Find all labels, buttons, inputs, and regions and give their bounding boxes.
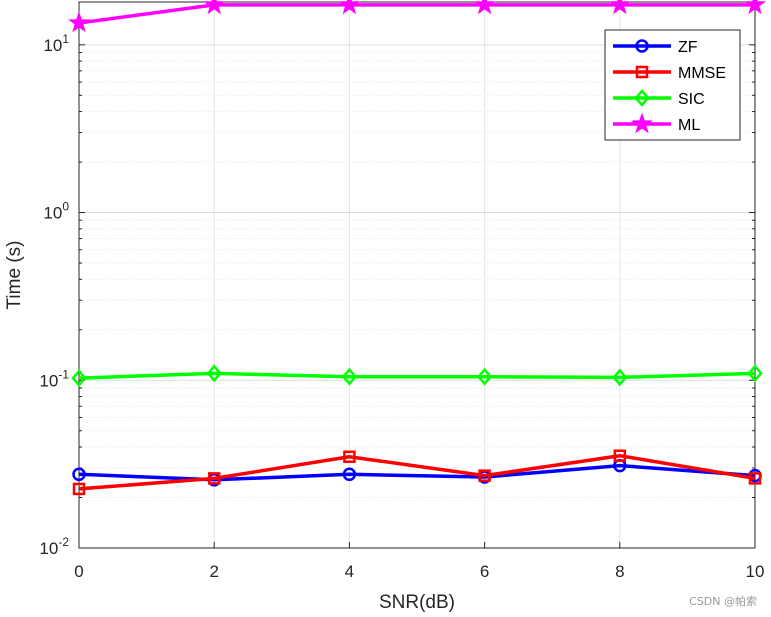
x-tick-label: 6 xyxy=(480,562,489,581)
watermark: CSDN @帕索 xyxy=(689,595,757,608)
series-line-sic xyxy=(78,371,756,380)
x-tick-label: 0 xyxy=(74,562,83,581)
data-point-sic xyxy=(612,368,628,387)
data-point-mmse xyxy=(72,482,86,496)
data-point-mmse xyxy=(478,469,491,482)
legend-label-sic: SIC xyxy=(678,91,705,108)
legend-marker-sic xyxy=(634,89,650,107)
data-point-ml xyxy=(473,0,496,15)
legend-marker-mmse xyxy=(635,65,649,79)
data-point-ml xyxy=(744,0,766,15)
data-point-ml xyxy=(68,11,90,33)
legend-label-zf: ZF xyxy=(678,39,698,56)
data-point-ml xyxy=(203,0,226,15)
x-tick-label: 8 xyxy=(615,562,624,581)
data-point-mmse xyxy=(207,472,221,485)
data-point-ml xyxy=(338,0,361,15)
data-point-sic xyxy=(206,364,222,383)
ticks: 0 2 4 6 8 10 101 100 10-1 10-2 xyxy=(39,2,764,581)
data-point-sic xyxy=(476,367,493,386)
y-axis-label: Time (s) xyxy=(4,241,25,310)
x-axis-label: SNR(dB) xyxy=(379,592,455,613)
x-tick-label: 10 xyxy=(746,562,765,581)
data-point-ml xyxy=(608,0,631,15)
y-tick-label: 10-2 xyxy=(39,535,69,558)
data-point-sic xyxy=(747,364,763,383)
series-line-mmse xyxy=(78,453,756,491)
legend-label-mmse: MMSE xyxy=(678,65,726,82)
data-point-mmse xyxy=(748,472,762,485)
legend: ZF MMSE SIC ML xyxy=(604,29,741,141)
series xyxy=(68,0,766,496)
legend-marker-zf xyxy=(635,39,649,53)
legend-marker-ml xyxy=(631,112,653,134)
legend-label-ml: ML xyxy=(678,117,700,134)
x-tick-label: 4 xyxy=(345,562,354,581)
data-point-zf xyxy=(342,467,357,482)
series-line-ml xyxy=(78,3,755,25)
y-tick-label: 100 xyxy=(43,200,69,223)
data-point-sic xyxy=(341,367,358,386)
data-point-zf xyxy=(72,467,86,482)
data-point-sic xyxy=(71,369,87,388)
y-tick-label: 101 xyxy=(43,32,69,55)
y-tick-label: 10-1 xyxy=(39,367,69,390)
axes-box xyxy=(78,1,756,549)
x-tick-label: 2 xyxy=(209,562,218,581)
data-point-mmse xyxy=(613,449,627,462)
data-point-mmse xyxy=(343,450,356,463)
legend-box xyxy=(604,29,741,141)
